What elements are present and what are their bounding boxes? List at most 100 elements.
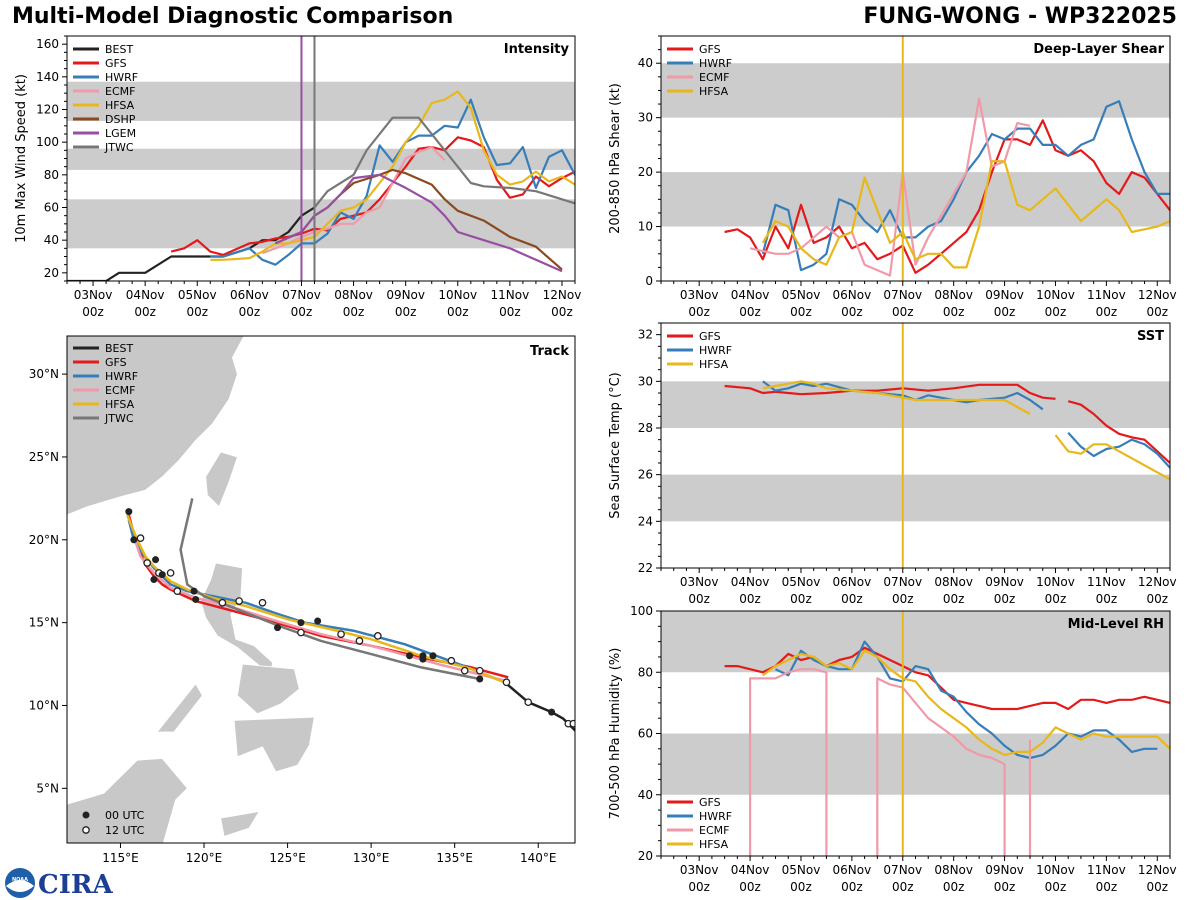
sst-legend-label: HWRF: [699, 344, 732, 357]
shear-xtick-hour: 00z: [1146, 305, 1168, 319]
shear-xtick-date: 04Nov: [731, 288, 770, 302]
track-xtick-label: 120°E: [186, 851, 223, 865]
cira-logo-text: CIRA: [38, 870, 113, 900]
shear-series-gfs: [724, 119, 1170, 274]
track-legend-label: HFSA: [105, 398, 135, 411]
rh-xtick-hour: 00z: [1045, 880, 1067, 894]
intensity-series-hwrf: [210, 98, 575, 266]
track-marker-12utc: [569, 719, 575, 728]
shear-ytick-label: 30: [638, 111, 653, 125]
rh-xtick-date: 09Nov: [985, 863, 1024, 877]
rh-xtick-hour: 00z: [841, 880, 863, 894]
page-title: Multi-Model Diagnostic Comparison: [12, 4, 454, 29]
panel-intensity: 20 40 60 80 100 120 140 160 03Nov 00z 04Nov 00z 05No…: [14, 35, 581, 319]
track-legend-00utc-label: 00 UTC: [105, 809, 145, 822]
shear-title: Deep-Layer Shear: [1033, 42, 1164, 57]
intensity-title: Intensity: [504, 42, 570, 57]
intensity-ytick-label: 140: [36, 70, 59, 84]
intensity-xtick-hour: 00z: [499, 305, 521, 319]
rh-series-ecmf: [749, 668, 828, 856]
intensity-ytick-label: 40: [44, 233, 59, 247]
track-legend-label: BEST: [105, 342, 133, 355]
track-marker-12utc: [218, 598, 227, 607]
track-ytick-label: 15°N: [29, 616, 59, 630]
sst-xtick-date: 04Nov: [731, 575, 770, 589]
intensity-legend-label: HWRF: [105, 71, 138, 84]
rh-xtick-date: 12Nov: [1138, 863, 1177, 877]
intensity-ytick-label: 160: [36, 37, 59, 51]
sulawesi-land: [220, 810, 260, 837]
track-series-hfsa: [126, 514, 506, 684]
sst-xtick-date: 12Nov: [1138, 575, 1177, 589]
track-legend-12utc-label: 12 UTC: [105, 824, 145, 837]
rh-xtick-hour: 00z: [994, 880, 1016, 894]
shear-series-ecmf: [749, 97, 1031, 277]
intensity-legend-label: BEST: [105, 43, 133, 56]
rh-legend-label: ECMF: [699, 824, 729, 837]
rh-xtick-date: 03Nov: [680, 863, 719, 877]
rh-ytick-label: 20: [638, 849, 653, 863]
track-legend-label: ECMF: [105, 384, 135, 397]
shear-xtick-date: 12Nov: [1138, 288, 1177, 302]
taiwan-land: [205, 451, 238, 508]
intensity-ytick-label: 120: [36, 103, 59, 117]
track-xtick-label: 140°E: [520, 851, 557, 865]
track-title: Track: [530, 344, 569, 359]
track-ytick-label: 10°N: [29, 698, 59, 712]
intensity-ytick-label: 20: [44, 266, 59, 280]
shear-xtick-date: 05Nov: [782, 288, 821, 302]
shear-xtick-hour: 00z: [994, 305, 1016, 319]
track-series-hwrf: [127, 519, 506, 684]
track-marker-00utc: [130, 536, 138, 544]
sst-xtick-hour: 00z: [688, 592, 710, 606]
intensity-xtick-date: 09Nov: [386, 288, 425, 302]
track-legend-label: GFS: [105, 356, 127, 369]
shear-series-hfsa: [761, 160, 1170, 269]
intensity-xtick-hour: 00z: [343, 305, 365, 319]
rh-band: [661, 733, 1170, 795]
rh-xtick-hour: 00z: [739, 880, 761, 894]
shear-xtick-hour: 00z: [790, 305, 812, 319]
track-marker-00utc: [125, 508, 133, 516]
track-marker-12utc: [235, 597, 243, 605]
intensity-series-jtwc: [313, 116, 575, 209]
rh-xtick-date: 07Nov: [883, 863, 922, 877]
shear-xtick-hour: 00z: [943, 305, 965, 319]
track-marker-12utc: [502, 678, 511, 687]
intensity-xtick-date: 07Nov: [282, 288, 321, 302]
visayas-land: [236, 663, 300, 715]
china-coast-land: [67, 336, 245, 516]
storm-id-title: FUNG-WONG - WP322025: [863, 4, 1177, 29]
track-xtick-label: 125°E: [269, 851, 306, 865]
sst-ytick-label: 28: [638, 421, 653, 435]
rh-plot-area: [661, 611, 1170, 856]
sst-xtick-date: 07Nov: [883, 575, 922, 589]
sst-band: [661, 474, 1170, 522]
panel-sst: 22 24 26 28 30 32 03Nov 00z 04Nov 00z 05Nov 00z 06No…: [608, 322, 1177, 606]
track-marker-12utc: [460, 666, 469, 675]
track-marker-00utc: [429, 652, 437, 660]
sst-xtick-date: 08Nov: [934, 575, 973, 589]
track-marker-12utc: [173, 587, 182, 596]
track-legend-00utc-marker: [82, 811, 90, 819]
shear-legend-label: ECMF: [699, 71, 729, 84]
rh-legend-label: HFSA: [699, 838, 729, 851]
rh-title: Mid-Level RH: [1068, 617, 1164, 632]
panel-track: 115°E 120°E 125°E 130°E 135°E 140°E 5°N 10°N 15°…: [29, 335, 576, 865]
rh-ytick-label: 60: [638, 727, 653, 741]
track-ytick-label: 25°N: [29, 450, 59, 464]
sst-xtick-date: 10Nov: [1036, 575, 1075, 589]
shear-ytick-label: 40: [638, 56, 653, 70]
rh-series-ecmf: [876, 677, 1006, 856]
track-marker-12utc: [258, 598, 267, 607]
rh-xtick-date: 04Nov: [731, 863, 770, 877]
track-marker-00utc: [476, 675, 484, 683]
intensity-legend-label: JTWC: [104, 141, 134, 154]
shear-xtick-hour: 00z: [892, 305, 914, 319]
intensity-xtick-hour: 00z: [134, 305, 156, 319]
panel-rh: 20 40 60 80 100 03Nov 00z 04Nov 00z 05Nov 00z 06Nov…: [608, 604, 1177, 894]
sst-band: [661, 381, 1170, 428]
track-marker-00utc: [150, 576, 158, 584]
intensity-ytick-label: 60: [44, 201, 59, 215]
sst-series-gfs: [724, 383, 1056, 400]
